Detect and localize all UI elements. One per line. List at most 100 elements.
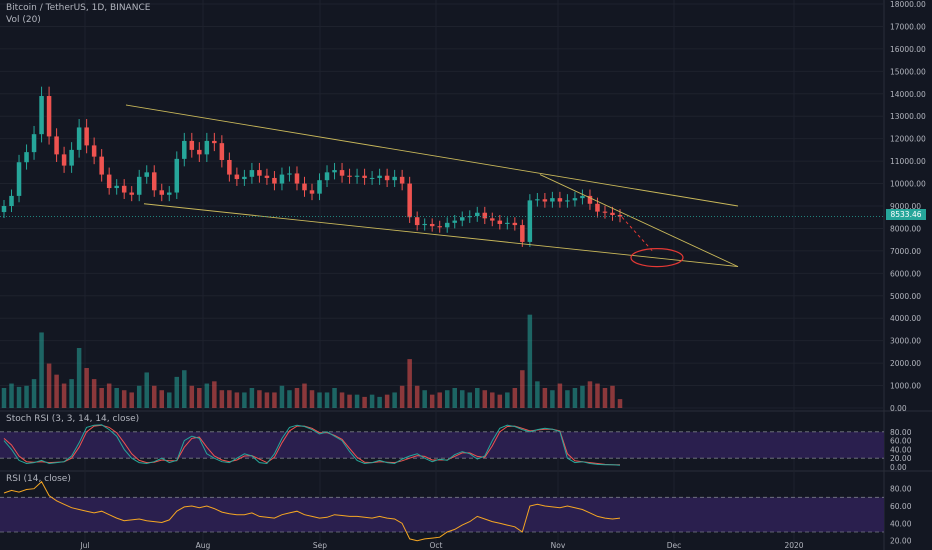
candle-body: [69, 149, 74, 166]
volume-bar: [317, 392, 322, 408]
volume-bar: [572, 388, 578, 408]
candle-body: [535, 199, 540, 201]
candle-body: [317, 180, 322, 194]
candle-body: [16, 162, 22, 196]
stoch-band-fill: [0, 431, 884, 459]
candle-body: [272, 177, 277, 184]
price-tick-label: 18000.00: [890, 0, 926, 9]
volume-bar: [580, 385, 585, 408]
volume-bar: [144, 372, 149, 408]
candle-body: [114, 185, 119, 189]
price-tick-label: 15000.00: [890, 67, 926, 76]
volume-bar: [189, 385, 195, 408]
price-tick-label: 12000.00: [890, 135, 926, 144]
candle-body: [106, 174, 112, 189]
stoch-rsi-legend[interactable]: Stoch RSI (3, 3, 14, 14, close): [6, 414, 140, 424]
time-tick-label: Nov: [551, 541, 566, 550]
target-ellipse: [630, 248, 684, 268]
stoch-rsi-lines: [3, 424, 621, 466]
candle-body: [46, 96, 52, 137]
candle-body: [324, 172, 330, 181]
price-tick-label: 8000.00: [890, 224, 921, 233]
time-tick-label: Aug: [196, 541, 211, 550]
axis-labels: 0.00 1000.00 2000.00 3000.00 4000.00 5000.00 6…: [79, 0, 926, 550]
candle-body: [1, 206, 7, 213]
candle-body: [392, 176, 397, 181]
volume-legend[interactable]: Vol (20): [6, 15, 41, 25]
candle-body: [129, 192, 134, 195]
candle-body: [520, 225, 525, 242]
rsi-tick-label: 40.00: [890, 519, 912, 528]
price-tick-label: 16000.00: [890, 45, 926, 54]
price-tick-label: 11000.00: [890, 157, 926, 166]
rsi-line-path: [3, 480, 621, 542]
candle-body: [565, 200, 570, 202]
volume-bars: [1, 314, 623, 408]
volume-bar: [91, 379, 97, 408]
candle-body: [362, 175, 367, 178]
candle-body: [249, 170, 255, 177]
candle-body: [39, 96, 44, 135]
stoch-d-line: [3, 424, 620, 466]
volume-bar: [482, 390, 488, 408]
rsi-tick-label: 20.00: [890, 537, 912, 546]
volume-bar: [279, 385, 285, 408]
volume-bar: [182, 370, 187, 408]
price-candles[interactable]: [1, 86, 623, 247]
volume-bar: [437, 392, 442, 408]
volume-bar: [414, 385, 420, 408]
volume-bar: [384, 394, 390, 408]
candle-body: [422, 223, 427, 226]
volume-bar: [257, 390, 262, 408]
volume-bar: [99, 388, 104, 408]
price-tick-label: 5000.00: [890, 292, 921, 301]
candle-body: [121, 185, 127, 193]
volume-bar: [452, 388, 457, 408]
candle-body: [76, 127, 82, 150]
volume-bar: [587, 381, 593, 408]
candle-body: [587, 195, 593, 204]
candle-body: [294, 173, 300, 184]
candle-body: [189, 140, 195, 150]
candle-body: [542, 199, 548, 202]
volume-bar: [197, 388, 202, 408]
candle-body: [475, 212, 480, 217]
candle-body: [482, 212, 488, 219]
symbol-title[interactable]: Bitcoin / TetherUS, 1D, BINANCE: [6, 3, 151, 13]
volume-bar: [542, 388, 548, 408]
rsi-tick-label: 80.00: [890, 485, 912, 494]
candle-body: [497, 220, 503, 224]
price-tick-label: 17000.00: [890, 22, 926, 31]
candle-body: [264, 175, 270, 178]
volume-bar: [24, 385, 29, 408]
candle-body: [287, 173, 292, 175]
volume-bar: [39, 332, 44, 408]
price-tick-label: 9000.00: [890, 202, 921, 211]
rsi-legend[interactable]: RSI (14, close): [6, 474, 71, 484]
price-tick-label: 2000.00: [890, 359, 921, 368]
volume-bar: [294, 388, 300, 408]
rsi-tick-label: 60.00: [890, 502, 912, 511]
volume-bar: [535, 381, 540, 408]
candle-body: [212, 140, 217, 144]
candle-body: [444, 222, 450, 228]
volume-bar: [617, 399, 623, 408]
rsi-band-fill: [0, 497, 884, 532]
volume-bar: [31, 379, 37, 408]
trendline-drawings[interactable]: [0, 104, 884, 268]
volume-bar: [242, 392, 247, 408]
candle-body: [174, 158, 180, 193]
volume-bar: [422, 390, 427, 408]
volume-bar: [505, 392, 510, 408]
volume-bar: [129, 392, 134, 408]
volume-bar: [309, 390, 315, 408]
candle-body: [572, 198, 578, 201]
candle-body: [467, 216, 473, 218]
candle-body: [309, 190, 315, 194]
volume-bar: [227, 390, 232, 408]
upper-trendline: [125, 104, 739, 207]
volume-bar: [520, 370, 525, 408]
volume-bar: [54, 374, 59, 408]
